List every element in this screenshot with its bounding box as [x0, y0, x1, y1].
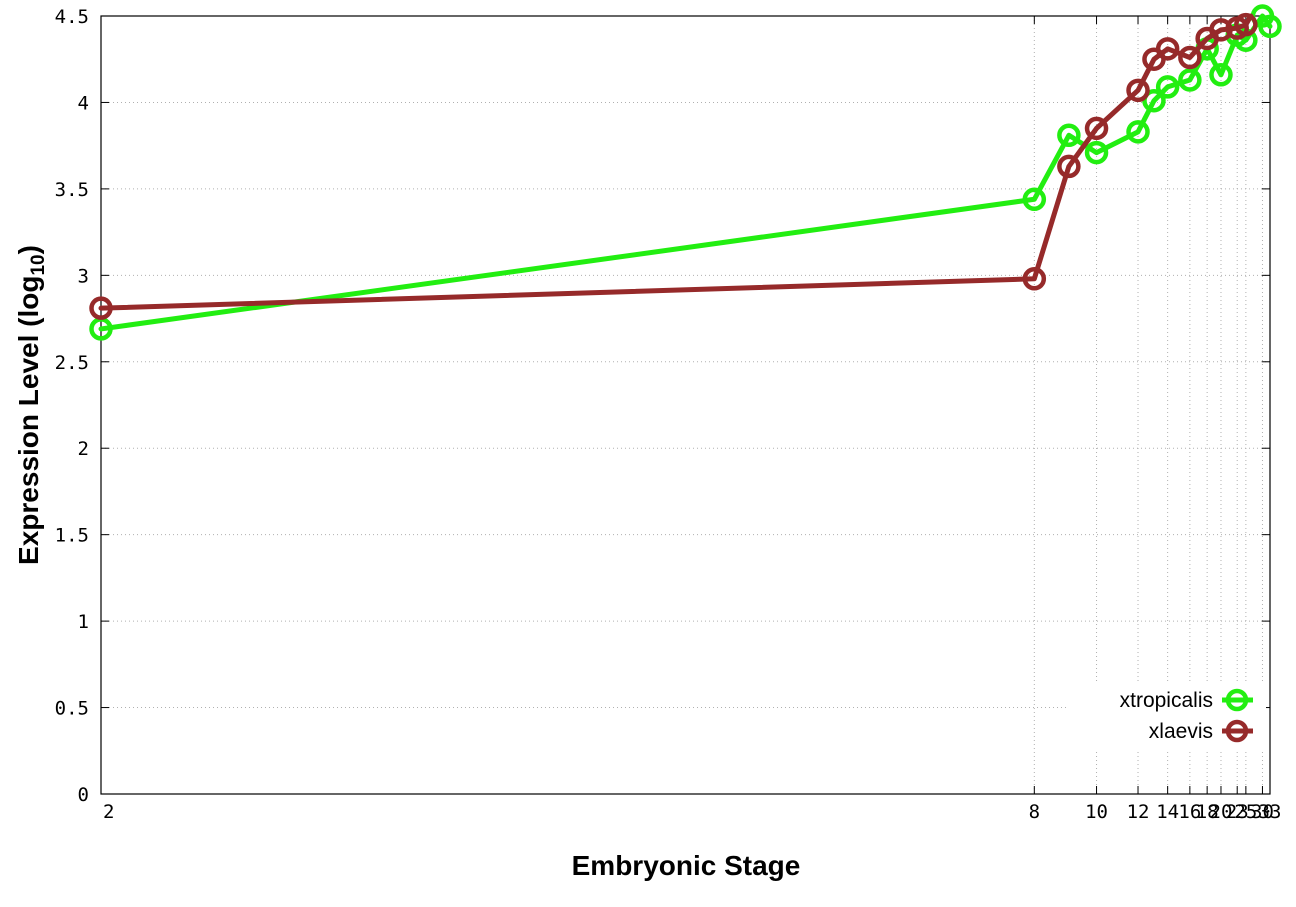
- x-tick-label: 16: [1178, 801, 1201, 823]
- data-point-xtropicalis: [1142, 88, 1166, 113]
- x-tick-label: 23: [1226, 801, 1249, 823]
- x-tick-label: 30: [1251, 801, 1274, 823]
- y-tick-label: 4: [78, 92, 89, 114]
- y-axis-title-subscript: 10: [28, 254, 49, 275]
- legend-swatch-marker-xtropicalis: [1225, 688, 1249, 712]
- data-point-xlaevis: [1126, 78, 1150, 103]
- y-tick-label: 1: [78, 611, 89, 633]
- data-point-xtropicalis: [1126, 120, 1150, 144]
- data-point-xlaevis: [1234, 12, 1258, 37]
- y-axis-title-close: ): [13, 245, 44, 254]
- data-series: [89, 4, 1282, 341]
- series-xlaevis: [89, 12, 1258, 320]
- data-point-xlaevis: [89, 296, 113, 320]
- legend-label-xtropicalis: xtropicalis: [1120, 689, 1213, 712]
- grid-lines: [101, 16, 1270, 794]
- y-tick-label: 2: [78, 438, 89, 460]
- x-tick-label: 18: [1196, 801, 1219, 823]
- y-tick-label: 3.5: [55, 179, 89, 201]
- series-xtropicalis: [89, 4, 1282, 341]
- plot-frame: [100, 15, 1271, 795]
- y-tick-label: 1.5: [55, 525, 89, 547]
- y-tick-label: 0.5: [55, 698, 89, 720]
- y-axis-title: Expression Level (log10): [13, 245, 49, 565]
- data-point-xtropicalis: [1084, 140, 1109, 165]
- legend-label-xlaevis: xlaevis: [1149, 720, 1213, 743]
- y-tick-label: 0: [78, 784, 89, 806]
- y-tick-label: 4.5: [55, 6, 89, 28]
- data-point-xtropicalis: [1209, 63, 1233, 87]
- y-tick-label: 2.5: [55, 352, 89, 374]
- y-tick-labels: 0 0.5 1 1.5 2 2.5 3 3.5 4 4.5: [55, 6, 89, 806]
- data-point-xtropicalis: [1178, 68, 1202, 92]
- x-tick-label: 8: [1029, 801, 1040, 823]
- y-tick-label: 3: [78, 265, 89, 287]
- data-point-xlaevis: [1057, 154, 1081, 179]
- data-point-xlaevis: [1084, 116, 1109, 141]
- data-point-xtropicalis: [1155, 75, 1180, 99]
- data-point-xlaevis: [1209, 18, 1233, 42]
- x-tick-label: 2: [103, 801, 114, 823]
- y-axis-title-main: Expression Level (log: [13, 276, 44, 565]
- x-tick-label: 14: [1156, 801, 1179, 823]
- data-point-xtropicalis: [1057, 123, 1081, 148]
- x-axis-title: Embryonic Stage: [572, 850, 801, 881]
- legend-swatch-marker-xlaevis: [1225, 719, 1249, 743]
- legend: xtropicalis xlaevis: [1068, 682, 1266, 752]
- series-line-xtropicalis: [98, 13, 1273, 332]
- data-point-xtropicalis: [1022, 187, 1047, 212]
- x-tick-label: 33: [1259, 801, 1282, 823]
- data-point-xlaevis: [1155, 37, 1180, 61]
- x-tick-label: 10: [1085, 801, 1108, 823]
- data-point-xlaevis: [1022, 267, 1047, 291]
- x-tick-label: 12: [1127, 801, 1150, 823]
- data-point-xlaevis: [1178, 45, 1202, 70]
- x-tick-label: 25: [1234, 801, 1257, 823]
- data-point-xtropicalis: [1258, 14, 1282, 39]
- x-tick-label: 20: [1210, 801, 1233, 823]
